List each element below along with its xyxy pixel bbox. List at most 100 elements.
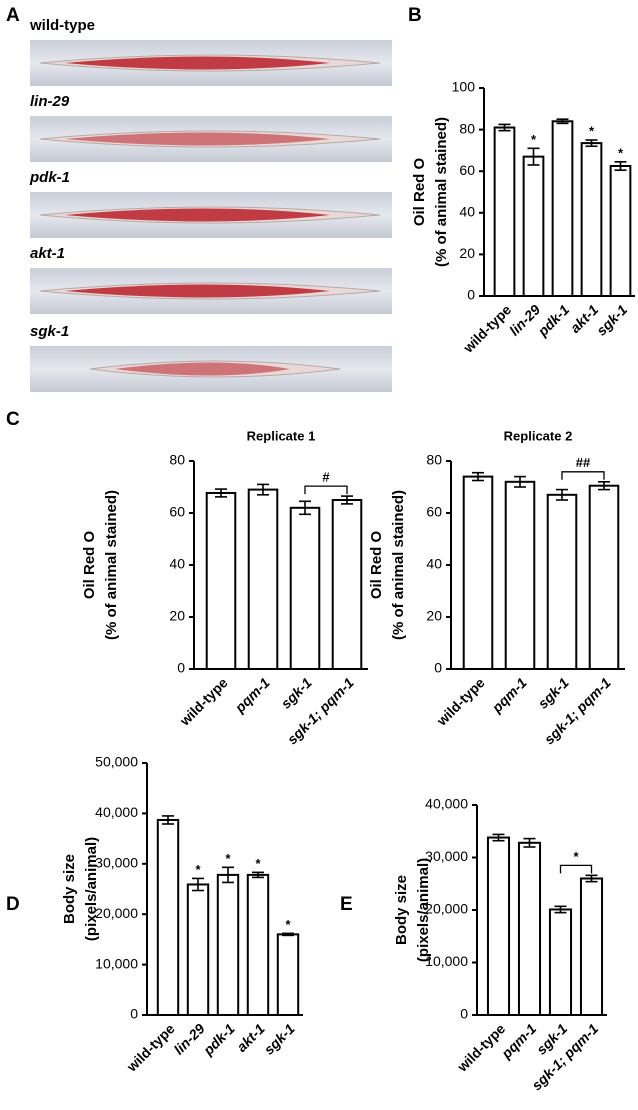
significance-marker: * <box>531 132 537 147</box>
bracket-label: * <box>573 849 579 864</box>
y-axis-label: (% of animal stained) <box>390 490 407 640</box>
bar <box>517 841 542 1016</box>
bar <box>522 155 545 297</box>
bar <box>205 491 237 671</box>
y-axis-label: (% of animal stained) <box>103 490 120 640</box>
y-tick-label: 40,000 <box>425 796 468 812</box>
bar <box>493 126 516 297</box>
y-tick-label: 10,000 <box>95 955 138 971</box>
y-tick-label: 20 <box>169 608 185 624</box>
x-tick-label: lin-29 <box>171 1020 208 1057</box>
y-tick-label: 60 <box>459 162 475 178</box>
y-axis-label: Oil Red O <box>81 530 98 599</box>
x-tick-label: wild-type <box>123 1020 178 1075</box>
image-label: lin-29 <box>30 93 70 110</box>
y-axis-label: Oil Red O <box>368 530 385 599</box>
x-tick-label: sgk-1 <box>278 674 315 711</box>
y-tick-label: 40,000 <box>95 804 138 820</box>
bar <box>289 506 321 670</box>
bar <box>588 484 620 671</box>
chart-title: Replicate 1 <box>247 428 316 443</box>
bar <box>156 818 180 1017</box>
y-tick-label: 0 <box>177 660 185 676</box>
bar <box>247 488 279 670</box>
y-tick-label: 0 <box>467 287 475 303</box>
y-axis-label: Body size <box>393 875 410 945</box>
x-tick-label: sgk-1 <box>261 1020 298 1057</box>
worm-stain <box>115 362 290 376</box>
y-axis-label: Oil Red O <box>411 157 428 226</box>
image-label: wild-type <box>29 17 95 34</box>
panel-label: C <box>6 409 20 430</box>
panel-label: D <box>6 894 20 915</box>
chart-title: Replicate 2 <box>504 428 573 443</box>
significance-marker: * <box>589 123 595 138</box>
y-tick-label: 60 <box>169 504 185 520</box>
y-tick-label: 40 <box>169 556 185 572</box>
bar <box>579 877 604 1016</box>
y-tick-label: 80 <box>426 452 442 468</box>
y-tick-label: 20,000 <box>425 901 468 917</box>
y-axis-label: (% of animal stained) <box>433 117 450 267</box>
worm-stain <box>65 284 330 298</box>
y-tick-label: 50,000 <box>95 754 138 770</box>
y-tick-label: 20 <box>426 608 442 624</box>
worm-stain <box>65 56 330 70</box>
x-tick-label: pdk-1 <box>199 1020 238 1059</box>
y-axis-label: Body size <box>61 854 78 924</box>
y-tick-label: 20 <box>459 245 475 261</box>
x-tick-label: pdk-1 <box>534 301 573 340</box>
significance-marker: * <box>225 851 231 866</box>
bar <box>548 908 573 1016</box>
bar <box>551 120 574 297</box>
bar <box>504 480 536 670</box>
x-tick-label: pqm-1 <box>231 674 273 716</box>
bar <box>331 499 363 670</box>
y-tick-label: 20,000 <box>95 905 138 921</box>
x-tick-label: lin-29 <box>506 301 543 338</box>
x-tick-label: wild-type <box>459 301 514 356</box>
image-label: sgk-1 <box>30 323 69 340</box>
x-tick-label: sgk-1 <box>593 301 630 338</box>
significance-bracket <box>561 471 605 480</box>
bar <box>216 873 240 1016</box>
significance-bracket <box>304 485 348 495</box>
y-tick-label: 80 <box>169 452 185 468</box>
panel-label: A <box>6 5 20 26</box>
significance-marker: * <box>285 917 291 932</box>
bracket-label: ## <box>576 455 591 470</box>
y-tick-label: 0 <box>434 660 442 676</box>
bar <box>186 883 210 1016</box>
y-tick-label: 0 <box>130 1006 138 1022</box>
y-axis-label: (pixels/animal) <box>415 858 432 962</box>
y-tick-label: 30,000 <box>95 855 138 871</box>
significance-marker: * <box>618 145 624 160</box>
bar <box>609 165 632 297</box>
bar <box>486 836 511 1016</box>
bar <box>276 933 300 1016</box>
y-tick-label: 80 <box>459 120 475 136</box>
y-tick-label: 30,000 <box>425 848 468 864</box>
significance-marker: * <box>255 856 261 871</box>
y-tick-label: 40 <box>459 204 475 220</box>
significance-bracket <box>559 864 593 874</box>
worm-stain <box>65 208 330 222</box>
panel-label: B <box>408 5 422 26</box>
image-label: akt-1 <box>30 245 65 262</box>
x-tick-label: pqm-1 <box>488 674 530 716</box>
y-tick-label: 40 <box>426 556 442 572</box>
x-tick-label: sgk-1 <box>535 674 572 711</box>
image-label: pdk-1 <box>29 169 70 186</box>
worm-stain <box>65 132 330 146</box>
y-tick-label: 10,000 <box>425 953 468 969</box>
bracket-label: # <box>322 470 330 485</box>
x-tick-label: pqm-1 <box>498 1020 540 1062</box>
significance-marker: * <box>195 862 201 877</box>
x-tick-label: wild-type <box>176 674 231 729</box>
bar <box>462 475 494 670</box>
bar <box>580 142 603 297</box>
y-tick-label: 0 <box>460 1006 468 1022</box>
x-tick-label: wild-type <box>433 674 488 729</box>
y-tick-label: 100 <box>452 79 476 95</box>
